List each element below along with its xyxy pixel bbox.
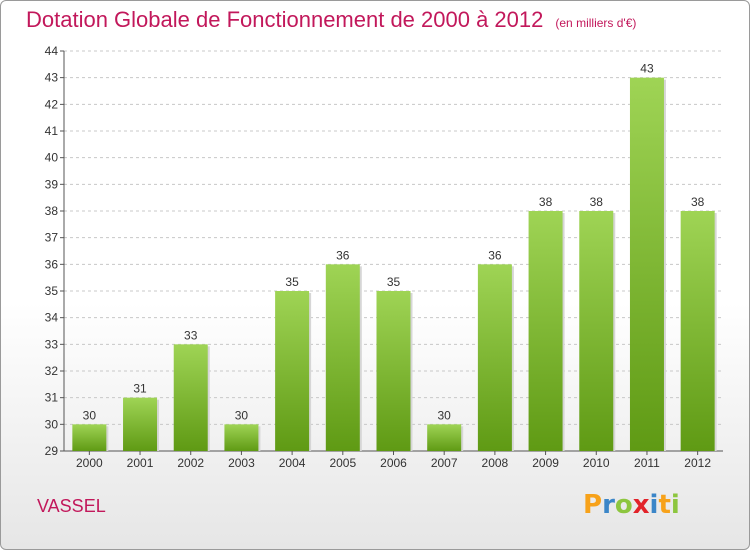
y-tick-label: 33 (45, 337, 59, 351)
y-tick-label: 38 (45, 204, 59, 218)
bar (680, 211, 715, 451)
y-tick-label: 31 (45, 391, 59, 405)
chart-title: Dotation Globale de Fonctionnement de 20… (26, 7, 544, 32)
y-tick-label: 42 (45, 97, 59, 111)
chart-unit: (en milliers d'€) (555, 16, 637, 30)
x-tick-label: 2003 (228, 456, 255, 470)
bar-value-label: 30 (235, 408, 249, 422)
bar-value-label: 33 (184, 328, 198, 342)
logo-letter: o (614, 490, 633, 520)
y-tick-label: 35 (45, 284, 59, 298)
bar (528, 211, 563, 451)
bar (224, 424, 259, 451)
bar (325, 264, 360, 451)
logo-letter: x (632, 490, 650, 520)
place-name: VASSEL (37, 496, 106, 516)
proxiti-logo: Proxiti (583, 490, 680, 520)
bar (477, 264, 512, 451)
x-tick-label: 2005 (329, 456, 356, 470)
y-tick-label: 32 (45, 364, 59, 378)
x-tick-label: 2006 (380, 456, 407, 470)
x-tick-label: 2009 (532, 456, 559, 470)
y-tick-label: 40 (45, 151, 59, 165)
x-tick-label: 2004 (279, 456, 306, 470)
bar-value-label: 35 (387, 275, 401, 289)
bar-value-label: 35 (285, 275, 299, 289)
y-tick-label: 39 (45, 177, 59, 191)
bar (579, 211, 614, 451)
y-tick-label: 44 (45, 44, 59, 58)
y-tick-label: 30 (45, 417, 59, 431)
x-tick-label: 2000 (76, 456, 103, 470)
x-tick-label: 2007 (431, 456, 458, 470)
bar-value-label: 38 (539, 195, 553, 209)
x-tick-label: 2012 (684, 456, 711, 470)
y-tick-label: 36 (45, 257, 59, 271)
x-tick-label: 2010 (583, 456, 610, 470)
y-tick-label: 41 (45, 124, 59, 138)
x-tick-label: 2011 (634, 456, 660, 470)
logo-letter: r (602, 490, 615, 520)
bar (72, 424, 107, 451)
bar (376, 291, 411, 451)
bar (123, 397, 158, 451)
chart-title-block: Dotation Globale de Fonctionnement de 20… (26, 7, 636, 33)
logo-letter: i (670, 490, 680, 520)
logo-letter: P (583, 490, 603, 520)
y-tick-label: 43 (45, 71, 59, 85)
bar (629, 77, 664, 452)
bar-value-label: 36 (488, 248, 502, 262)
bar-value-label: 38 (691, 195, 705, 209)
bar-value-label: 36 (336, 248, 350, 262)
bar-value-label: 43 (640, 62, 654, 76)
bar-value-label: 30 (83, 408, 97, 422)
x-tick-label: 2001 (127, 456, 154, 470)
logo-letter: i (649, 490, 659, 520)
y-tick-label: 37 (45, 231, 59, 245)
bar (427, 424, 462, 451)
bar-value-label: 31 (133, 382, 147, 396)
x-tick-label: 2002 (177, 456, 204, 470)
y-tick-label: 29 (45, 444, 59, 458)
bar-value-label: 30 (438, 408, 452, 422)
x-tick-label: 2008 (482, 456, 509, 470)
bar-value-label: 38 (590, 195, 604, 209)
logo-letter: t (658, 490, 671, 520)
y-tick-label: 34 (45, 311, 59, 325)
bar (173, 344, 208, 451)
bar (275, 291, 310, 451)
